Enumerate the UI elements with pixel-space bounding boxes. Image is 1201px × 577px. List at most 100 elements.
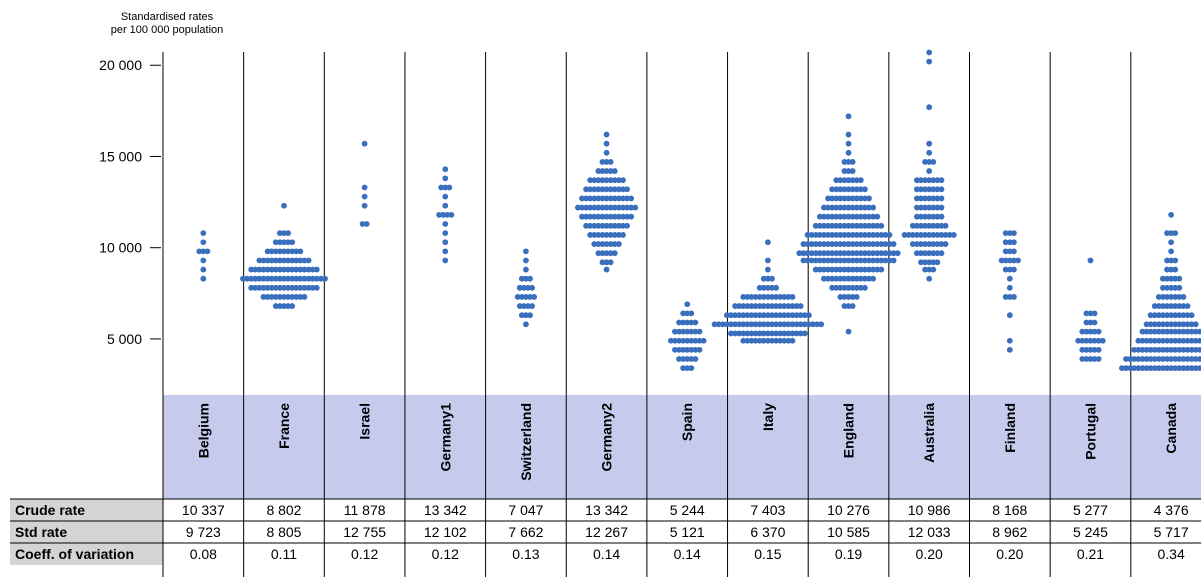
data-point bbox=[825, 250, 831, 257]
data-point bbox=[890, 257, 897, 264]
data-point bbox=[785, 337, 792, 344]
data-point bbox=[595, 204, 602, 211]
data-point bbox=[862, 232, 868, 238]
data-point bbox=[833, 222, 840, 229]
data-point bbox=[760, 303, 767, 309]
data-point bbox=[934, 259, 941, 266]
data-point bbox=[756, 337, 763, 344]
data-point bbox=[276, 257, 283, 264]
data-point bbox=[938, 250, 945, 257]
data-point bbox=[918, 195, 924, 202]
table-cell: 12 033 bbox=[908, 524, 951, 540]
table-cell: 9 723 bbox=[186, 524, 221, 540]
data-point bbox=[918, 213, 924, 220]
data-point bbox=[1160, 328, 1166, 335]
data-point bbox=[740, 337, 747, 344]
data-point bbox=[523, 266, 529, 273]
data-point bbox=[833, 213, 840, 220]
data-point bbox=[922, 195, 928, 202]
data-point bbox=[841, 284, 848, 291]
data-point bbox=[628, 204, 635, 211]
data-point bbox=[938, 222, 945, 229]
data-point bbox=[272, 275, 279, 282]
data-point bbox=[272, 284, 279, 291]
data-point bbox=[934, 250, 941, 257]
data-point bbox=[862, 257, 868, 264]
data-point bbox=[1143, 365, 1150, 372]
data-point bbox=[918, 241, 924, 247]
data-point bbox=[905, 232, 912, 238]
data-point bbox=[611, 204, 618, 211]
data-point bbox=[849, 195, 856, 202]
data-point bbox=[1095, 337, 1102, 344]
data-point bbox=[438, 184, 445, 191]
data-point bbox=[998, 257, 1005, 264]
data-point bbox=[833, 275, 840, 282]
data-point bbox=[1143, 328, 1150, 335]
data-point bbox=[732, 312, 738, 319]
data-point bbox=[268, 248, 275, 255]
data-point bbox=[922, 186, 928, 193]
data-point bbox=[1155, 312, 1162, 319]
data-point bbox=[680, 346, 687, 353]
data-point bbox=[845, 186, 852, 193]
data-point bbox=[849, 213, 856, 220]
data-point bbox=[752, 330, 759, 337]
data-point bbox=[523, 294, 529, 300]
data-point bbox=[583, 195, 589, 202]
data-point bbox=[1147, 312, 1154, 319]
data-point bbox=[821, 204, 827, 211]
data-point bbox=[297, 257, 304, 264]
data-point bbox=[442, 184, 449, 191]
data-point bbox=[1087, 328, 1094, 335]
data-point bbox=[760, 312, 767, 319]
country-label: Israel bbox=[357, 403, 373, 440]
data-point bbox=[752, 321, 759, 328]
data-point bbox=[611, 241, 618, 247]
country-label: Spain bbox=[679, 403, 695, 441]
data-point bbox=[276, 266, 283, 273]
data-point bbox=[529, 284, 535, 291]
data-point bbox=[688, 356, 695, 362]
data-point bbox=[740, 312, 747, 319]
data-point bbox=[1011, 248, 1017, 255]
data-point bbox=[866, 232, 872, 238]
data-point bbox=[1184, 303, 1191, 309]
data-point bbox=[260, 257, 267, 264]
data-point bbox=[1168, 248, 1175, 255]
data-point bbox=[769, 321, 775, 328]
data-point bbox=[853, 284, 860, 291]
data-point bbox=[938, 204, 945, 211]
data-point bbox=[1002, 239, 1009, 246]
data-point bbox=[281, 248, 287, 255]
data-point bbox=[845, 294, 852, 300]
data-point bbox=[845, 140, 852, 147]
data-point bbox=[301, 257, 308, 264]
y-tick-label: 10 000 bbox=[99, 240, 142, 256]
table-cell: 5 244 bbox=[670, 502, 705, 518]
data-point bbox=[607, 232, 614, 238]
data-point bbox=[1172, 346, 1179, 353]
data-point bbox=[301, 294, 308, 300]
data-point bbox=[1091, 328, 1098, 335]
table-cell: 8 802 bbox=[266, 502, 301, 518]
data-point bbox=[289, 257, 296, 264]
data-point bbox=[595, 222, 602, 229]
data-point bbox=[579, 204, 585, 211]
data-point bbox=[781, 321, 788, 328]
data-point bbox=[599, 259, 606, 266]
data-point bbox=[857, 266, 864, 273]
data-point bbox=[723, 321, 730, 328]
data-point bbox=[1155, 303, 1162, 309]
data-point bbox=[624, 204, 630, 211]
data-point bbox=[812, 241, 819, 247]
data-point bbox=[448, 211, 455, 218]
data-point bbox=[853, 266, 860, 273]
data-point bbox=[804, 232, 811, 238]
data-point bbox=[446, 184, 453, 191]
data-point bbox=[833, 204, 840, 211]
table-row-label-bg bbox=[10, 521, 163, 543]
data-point bbox=[1188, 337, 1195, 344]
table-cell: 0.12 bbox=[432, 546, 459, 562]
data-point bbox=[833, 284, 840, 291]
